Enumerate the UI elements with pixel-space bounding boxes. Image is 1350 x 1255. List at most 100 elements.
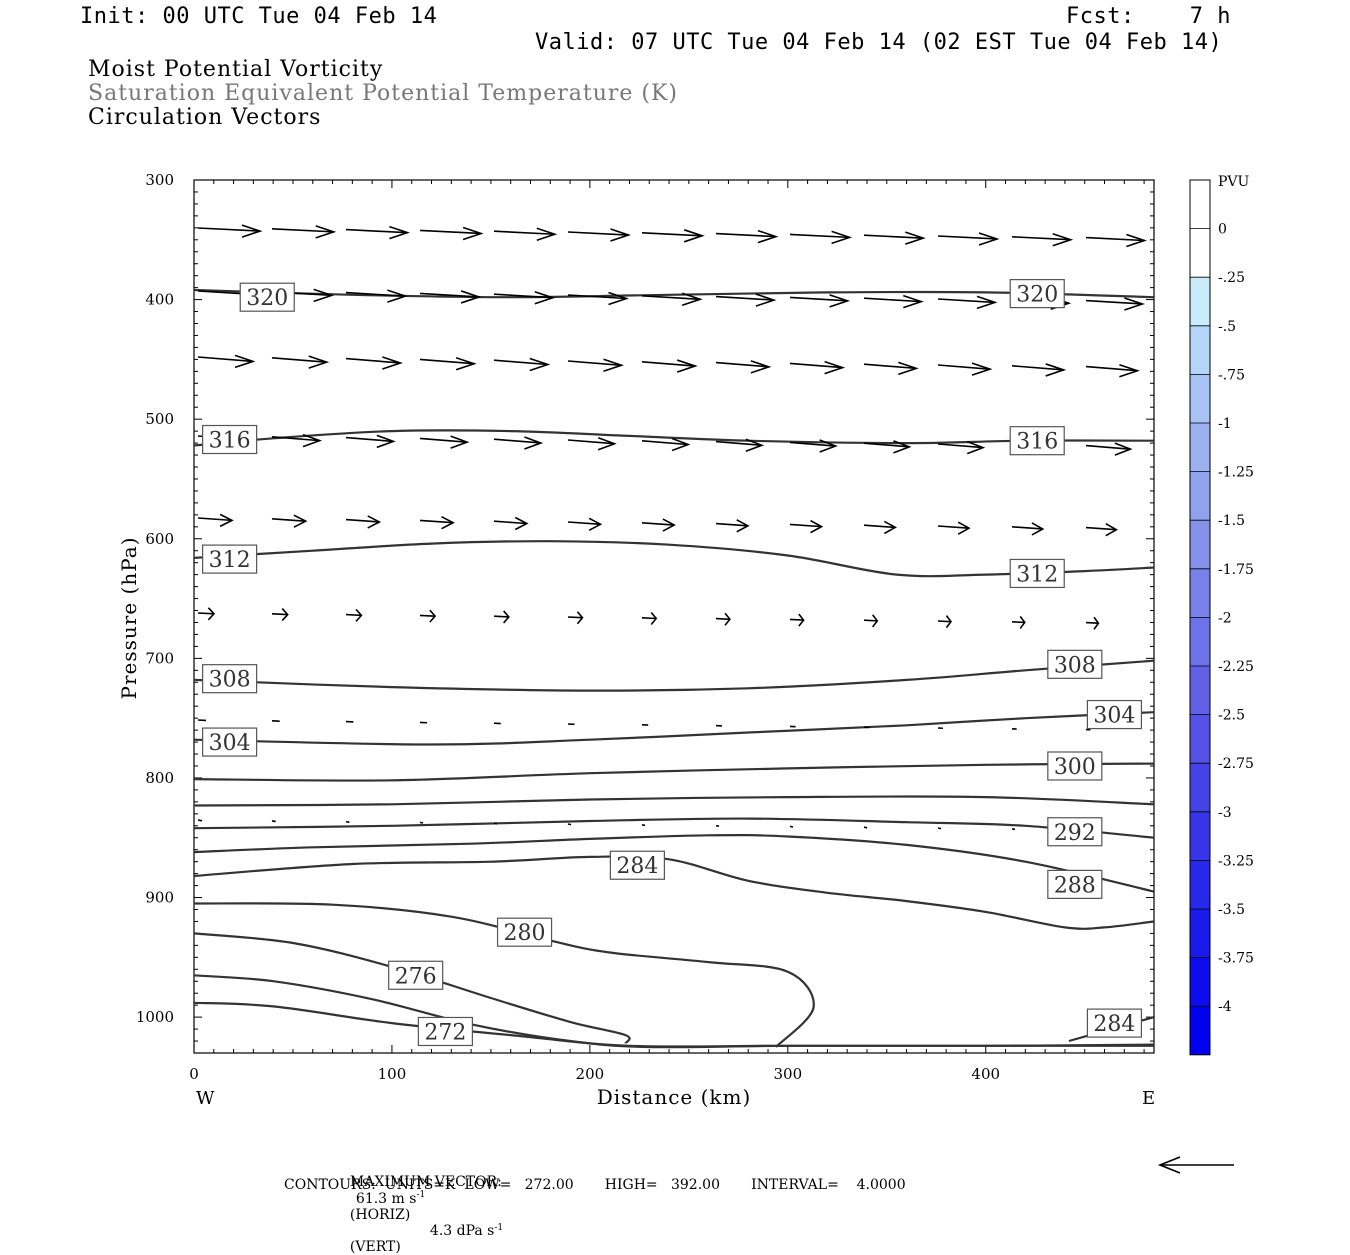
svg-text:276: 276 (395, 964, 437, 989)
contour-label: 288 (1048, 870, 1102, 898)
circulation-vector (198, 225, 260, 237)
circulation-vector (642, 360, 695, 372)
svg-text:312: 312 (1016, 562, 1058, 587)
circulation-vector (790, 295, 848, 307)
circulation-vector (568, 612, 583, 624)
colorbar-swatch (1190, 958, 1210, 1007)
circulation-vector (938, 233, 997, 245)
svg-text:284: 284 (616, 854, 658, 879)
colorbar-label: -2.25 (1218, 659, 1254, 675)
vert-exponent: -1 (494, 1223, 503, 1233)
colorbar-swatch (1190, 666, 1210, 715)
svg-text:284: 284 (1093, 1012, 1135, 1037)
colorbar-label: -1 (1218, 416, 1232, 432)
y-tick-label: 500 (145, 410, 174, 428)
contour-label: 284 (1087, 1009, 1141, 1037)
x-tick-label: 300 (773, 1065, 802, 1083)
circulation-vector (346, 516, 379, 528)
max-vector-horiz: 61.3 m s (356, 1191, 417, 1207)
svg-text:300: 300 (1054, 755, 1096, 780)
circulation-vector (642, 519, 674, 531)
circulation-vector (272, 356, 327, 368)
theta-es-contour-288 (194, 835, 1154, 892)
circulation-vector (716, 231, 776, 243)
circulation-vector (790, 614, 804, 626)
colorbar-unit: PVU (1218, 174, 1250, 190)
contour-label: 304 (203, 728, 257, 756)
svg-text:312: 312 (209, 548, 251, 573)
colorbar-swatch (1190, 909, 1210, 958)
horiz-tag: (HORIZ) (350, 1207, 410, 1223)
circulation-vector (1086, 617, 1098, 629)
circulation-vector (272, 515, 306, 527)
colorbar-swatch (1190, 229, 1210, 278)
y-tick-label: 700 (145, 649, 174, 667)
colorbar-swatch (1190, 812, 1210, 861)
theta-es-contour-296 (194, 796, 1154, 805)
colorbar-label: -1.25 (1218, 465, 1254, 481)
circulation-vector (568, 359, 622, 371)
circulation-vector (864, 521, 895, 533)
x-tick-label: 200 (576, 1065, 605, 1083)
colorbar-label: -1.75 (1218, 562, 1254, 578)
colorbar-label: -2.5 (1218, 708, 1245, 724)
circulation-vector (790, 231, 850, 243)
svg-text:320: 320 (246, 286, 288, 311)
colorbar-label: -3 (1218, 805, 1232, 821)
circulation-vector (642, 438, 688, 450)
circulation-vector (198, 608, 214, 620)
colorbar-swatch (1190, 715, 1210, 764)
svg-text:304: 304 (1093, 704, 1135, 729)
circulation-vector (1086, 524, 1116, 536)
reference-vector-arrow (1160, 1157, 1234, 1173)
circulation-vector (272, 609, 288, 621)
circulation-vector (716, 294, 774, 306)
colorbar-swatch (1190, 1006, 1210, 1055)
contour-label: 320 (240, 283, 294, 311)
svg-text:308: 308 (209, 668, 251, 693)
circulation-vector (198, 355, 253, 367)
circulation-vector (864, 827, 867, 828)
circulation-vector (938, 522, 969, 534)
svg-text:320: 320 (1016, 283, 1058, 308)
circulation-vector (1086, 365, 1137, 377)
svg-text:272: 272 (424, 1020, 466, 1045)
circulation-vector (420, 610, 435, 622)
circulation-vector (938, 616, 951, 628)
circulation-vector (420, 358, 474, 370)
circulation-vector (1086, 443, 1130, 455)
contour-label: 316 (1010, 427, 1064, 455)
svg-text:288: 288 (1054, 873, 1096, 898)
theta-es-contour-272 (194, 975, 1154, 1047)
contour-label: 308 (203, 665, 257, 693)
circulation-vector (494, 823, 497, 824)
x-axis-label: Distance (km) (597, 1085, 752, 1109)
colorbar-label: -.25 (1218, 270, 1245, 286)
circulation-vector (716, 361, 769, 373)
circulation-vector (568, 824, 571, 825)
colorbar-label: -.75 (1218, 367, 1245, 383)
contour-info: CONTOURS: UNITS=K LOW= 272.00 HIGH= 392.… (284, 1177, 906, 1193)
y-tick-label: 600 (145, 530, 174, 548)
theta-es-contour-308 (194, 661, 1154, 691)
circulation-vector (938, 296, 995, 308)
circulation-vector (1012, 364, 1064, 376)
svg-text:316: 316 (209, 429, 251, 454)
circulation-vector (420, 436, 467, 448)
circulation-vector (864, 296, 921, 308)
circulation-vector (494, 517, 527, 529)
x-tick-label: 0 (189, 1065, 199, 1083)
svg-text:292: 292 (1054, 821, 1096, 846)
circulation-vector (1012, 523, 1043, 535)
circulation-vector (346, 822, 349, 823)
theta-es-contour-292 (194, 819, 1154, 838)
circulation-vector (1012, 829, 1015, 830)
circulation-vector (1086, 298, 1142, 310)
colorbar-swatch (1190, 374, 1210, 423)
circulation-vector (198, 820, 202, 821)
x-tick-label: 100 (378, 1065, 407, 1083)
colorbar-swatch (1190, 326, 1210, 375)
theta-es-contour-268 (194, 1003, 1154, 1047)
circulation-vector (494, 611, 509, 623)
